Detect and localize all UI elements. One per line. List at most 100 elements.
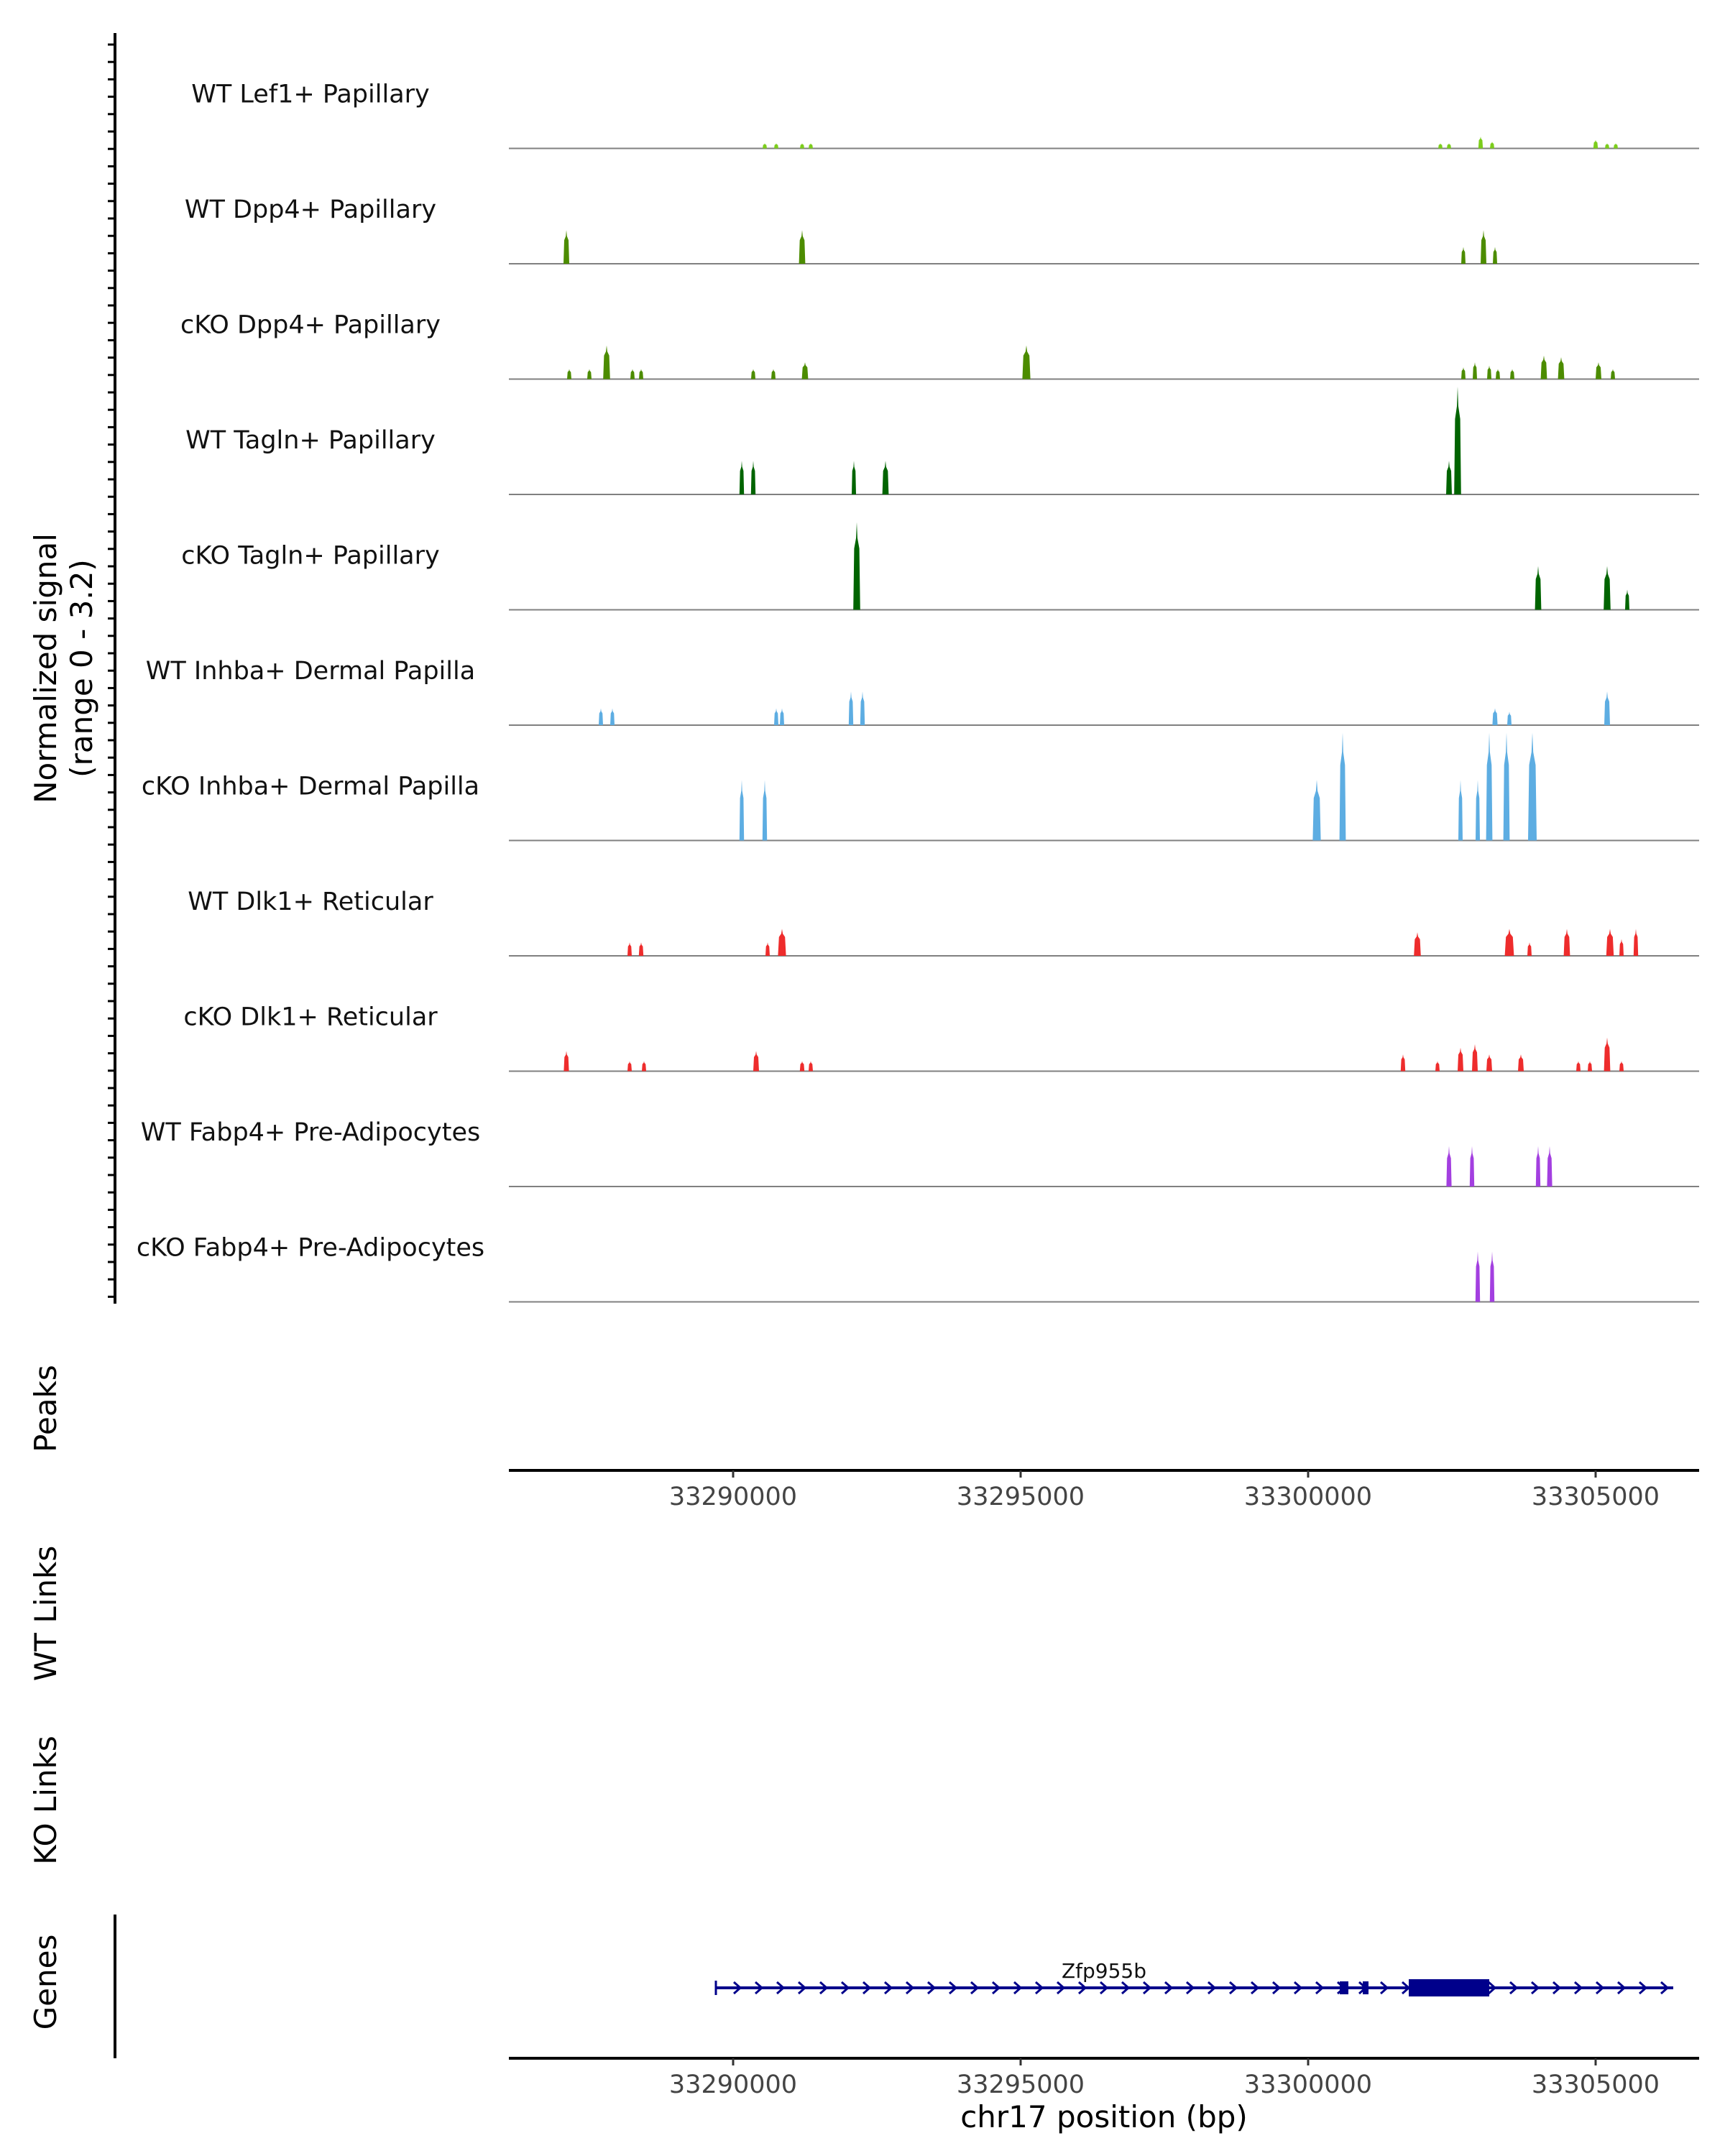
- strand-arrow: [1552, 1981, 1562, 1995]
- signal-peak: [1454, 387, 1461, 494]
- signal-peak: [753, 1051, 759, 1072]
- track-8: WT Dlk1+ Reticular: [188, 888, 1699, 957]
- signal-peak: [1518, 1054, 1524, 1072]
- x-axis-label: chr17 position (bp): [960, 2099, 1248, 2134]
- signal-peak: [1490, 142, 1494, 149]
- strand-arrow: [1078, 1981, 1087, 1995]
- strand-arrow: [1509, 1981, 1519, 1995]
- signal-peak: [1527, 942, 1532, 956]
- strand-arrow: [1057, 1981, 1066, 1995]
- track-label: WT Inhba+ Dermal Papilla: [146, 657, 475, 686]
- signal-peak: [774, 143, 778, 149]
- strand-arrow: [1639, 1981, 1648, 1995]
- signal-peak: [799, 1061, 805, 1072]
- track-9: cKO Dlk1+ Reticular: [183, 1003, 1699, 1072]
- strand-arrow: [1272, 1981, 1282, 1995]
- strand-arrow: [755, 1981, 764, 1995]
- signal-peak: [1435, 1061, 1440, 1072]
- signal-peak: [1535, 566, 1542, 610]
- signal-peak: [603, 345, 610, 379]
- track-1: WT Lef1+ Papillary: [191, 80, 1699, 149]
- signal-peak: [799, 230, 806, 264]
- track-label: WT Dpp4+ Papillary: [185, 195, 436, 224]
- x-tick-label: 33290000: [669, 2070, 797, 2099]
- signal-peak: [1604, 1037, 1611, 1072]
- strand-arrow: [927, 1981, 937, 1995]
- genes-panel-label: Genes: [28, 1935, 63, 2030]
- signal-peak: [638, 942, 644, 956]
- track-label: cKO Tagln+ Papillary: [181, 542, 440, 571]
- signal-peak: [763, 143, 767, 149]
- signal-peak: [1461, 247, 1466, 264]
- signal-peak: [642, 1061, 646, 1072]
- wt-links-panel-label: WT Links: [28, 1546, 63, 1681]
- track-5: cKO Tagln+ Papillary: [181, 522, 1699, 611]
- signal-peak: [1472, 1044, 1478, 1072]
- gene-name-label: Zfp955b: [1062, 1959, 1146, 1983]
- signal-peak: [1469, 1146, 1475, 1187]
- signal-peak: [639, 369, 643, 379]
- strand-arrow: [1488, 1981, 1497, 1995]
- signal-peak: [801, 362, 809, 379]
- signal-peak: [809, 143, 813, 149]
- signal-peak: [800, 143, 804, 149]
- signal-peak: [564, 230, 569, 264]
- strand-arrow: [819, 1981, 829, 1995]
- strand-arrow: [1121, 1981, 1131, 1995]
- track-3: cKO Dpp4+ Papillary: [180, 311, 1699, 380]
- track-label: WT Fabp4+ Pre-Adipocytes: [141, 1118, 480, 1147]
- signal-peak: [1481, 230, 1486, 264]
- signal-peak: [564, 1051, 569, 1072]
- strand-arrow: [1531, 1981, 1540, 1995]
- signal-peak: [860, 691, 865, 725]
- strand-arrow: [906, 1981, 915, 1995]
- strand-arrow: [992, 1981, 1001, 1995]
- signal-peak: [1414, 932, 1421, 956]
- signal-peak: [771, 369, 776, 379]
- signal-peak: [1503, 732, 1510, 841]
- signal-peak: [1588, 1061, 1592, 1072]
- signal-peak: [1625, 589, 1629, 610]
- track-label: WT Tagln+ Papillary: [185, 426, 436, 455]
- strand-arrow: [776, 1981, 786, 1995]
- signal-peak: [1446, 1146, 1452, 1187]
- x-tick-label: 33300000: [1244, 1483, 1372, 1511]
- track-6: WT Inhba+ Dermal Papilla: [146, 657, 1699, 726]
- signal-peak: [750, 461, 756, 494]
- signal-peak: [1563, 929, 1570, 956]
- peaks-x-axis-ticks: 33290000 33295000 33300000 33305000: [669, 1470, 1660, 1511]
- signal-peak: [610, 708, 615, 725]
- strand-arrow: [798, 1981, 807, 1995]
- signal-peak: [1486, 1054, 1492, 1072]
- signal-peak: [1493, 247, 1497, 264]
- strand-arrow: [1660, 1981, 1670, 1995]
- signal-peak: [1547, 1146, 1552, 1187]
- signal-peak: [1339, 732, 1346, 841]
- signal-peak: [762, 780, 768, 841]
- signal-peak: [1022, 345, 1031, 379]
- gene-exon: [1340, 1981, 1348, 1994]
- x-tick-label: 33300000: [1244, 2070, 1372, 2099]
- signal-axis-label: Normalized signal: [28, 533, 63, 803]
- signal-peak: [1496, 369, 1500, 379]
- track-7: cKO Inhba+ Dermal Papilla: [142, 732, 1699, 842]
- gene-exon: [1409, 1979, 1489, 1996]
- signal-peak: [882, 461, 889, 494]
- signal-peak: [1458, 1047, 1463, 1072]
- strand-arrow: [841, 1981, 850, 1995]
- signal-peak: [1605, 143, 1609, 149]
- signal-peak: [627, 942, 632, 956]
- track-label: cKO Dpp4+ Papillary: [180, 311, 441, 340]
- gene-model: Zfp955b: [714, 1959, 1673, 1996]
- signal-peak: [1558, 357, 1565, 379]
- signal-peak: [1619, 1061, 1624, 1072]
- signal-axis-ticks: [108, 43, 115, 1298]
- signal-peak: [627, 1061, 632, 1072]
- track-10: WT Fabp4+ Pre-Adipocytes: [141, 1118, 1699, 1187]
- signal-peak: [1619, 939, 1624, 956]
- signal-peak: [778, 929, 786, 956]
- signal-peak: [853, 522, 860, 610]
- signal-peak: [1438, 143, 1443, 149]
- peaks-panel-label: Peaks: [28, 1365, 63, 1452]
- signal-peak: [1478, 137, 1484, 149]
